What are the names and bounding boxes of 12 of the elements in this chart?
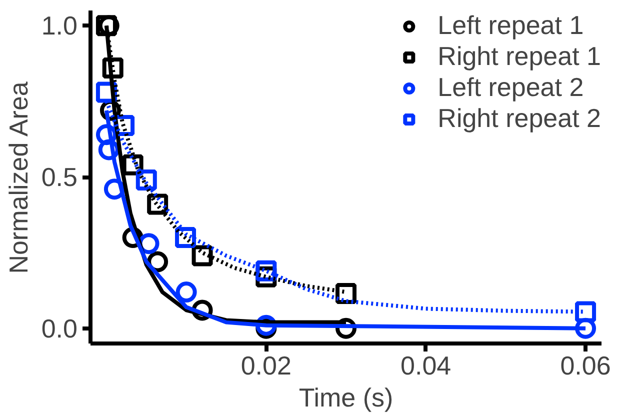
y-axis-title: Normalized Area <box>3 81 34 274</box>
legend-label: Right repeat 1 <box>438 41 601 72</box>
legend-label: Right repeat 2 <box>438 103 601 134</box>
y-tick-label: 0.5 <box>41 162 78 192</box>
y-tick-label: 0.0 <box>41 313 78 344</box>
legend-label: Left repeat 1 <box>438 10 584 41</box>
legend-label: Left repeat 2 <box>438 72 584 103</box>
x-tick-label: 0.04 <box>400 350 452 380</box>
x-axis-title: Time (s) <box>298 382 394 412</box>
x-tick-label: 0.06 <box>560 350 611 380</box>
y-tick-label: 1.0 <box>41 10 78 41</box>
x-tick-label: 0.02 <box>240 350 292 380</box>
